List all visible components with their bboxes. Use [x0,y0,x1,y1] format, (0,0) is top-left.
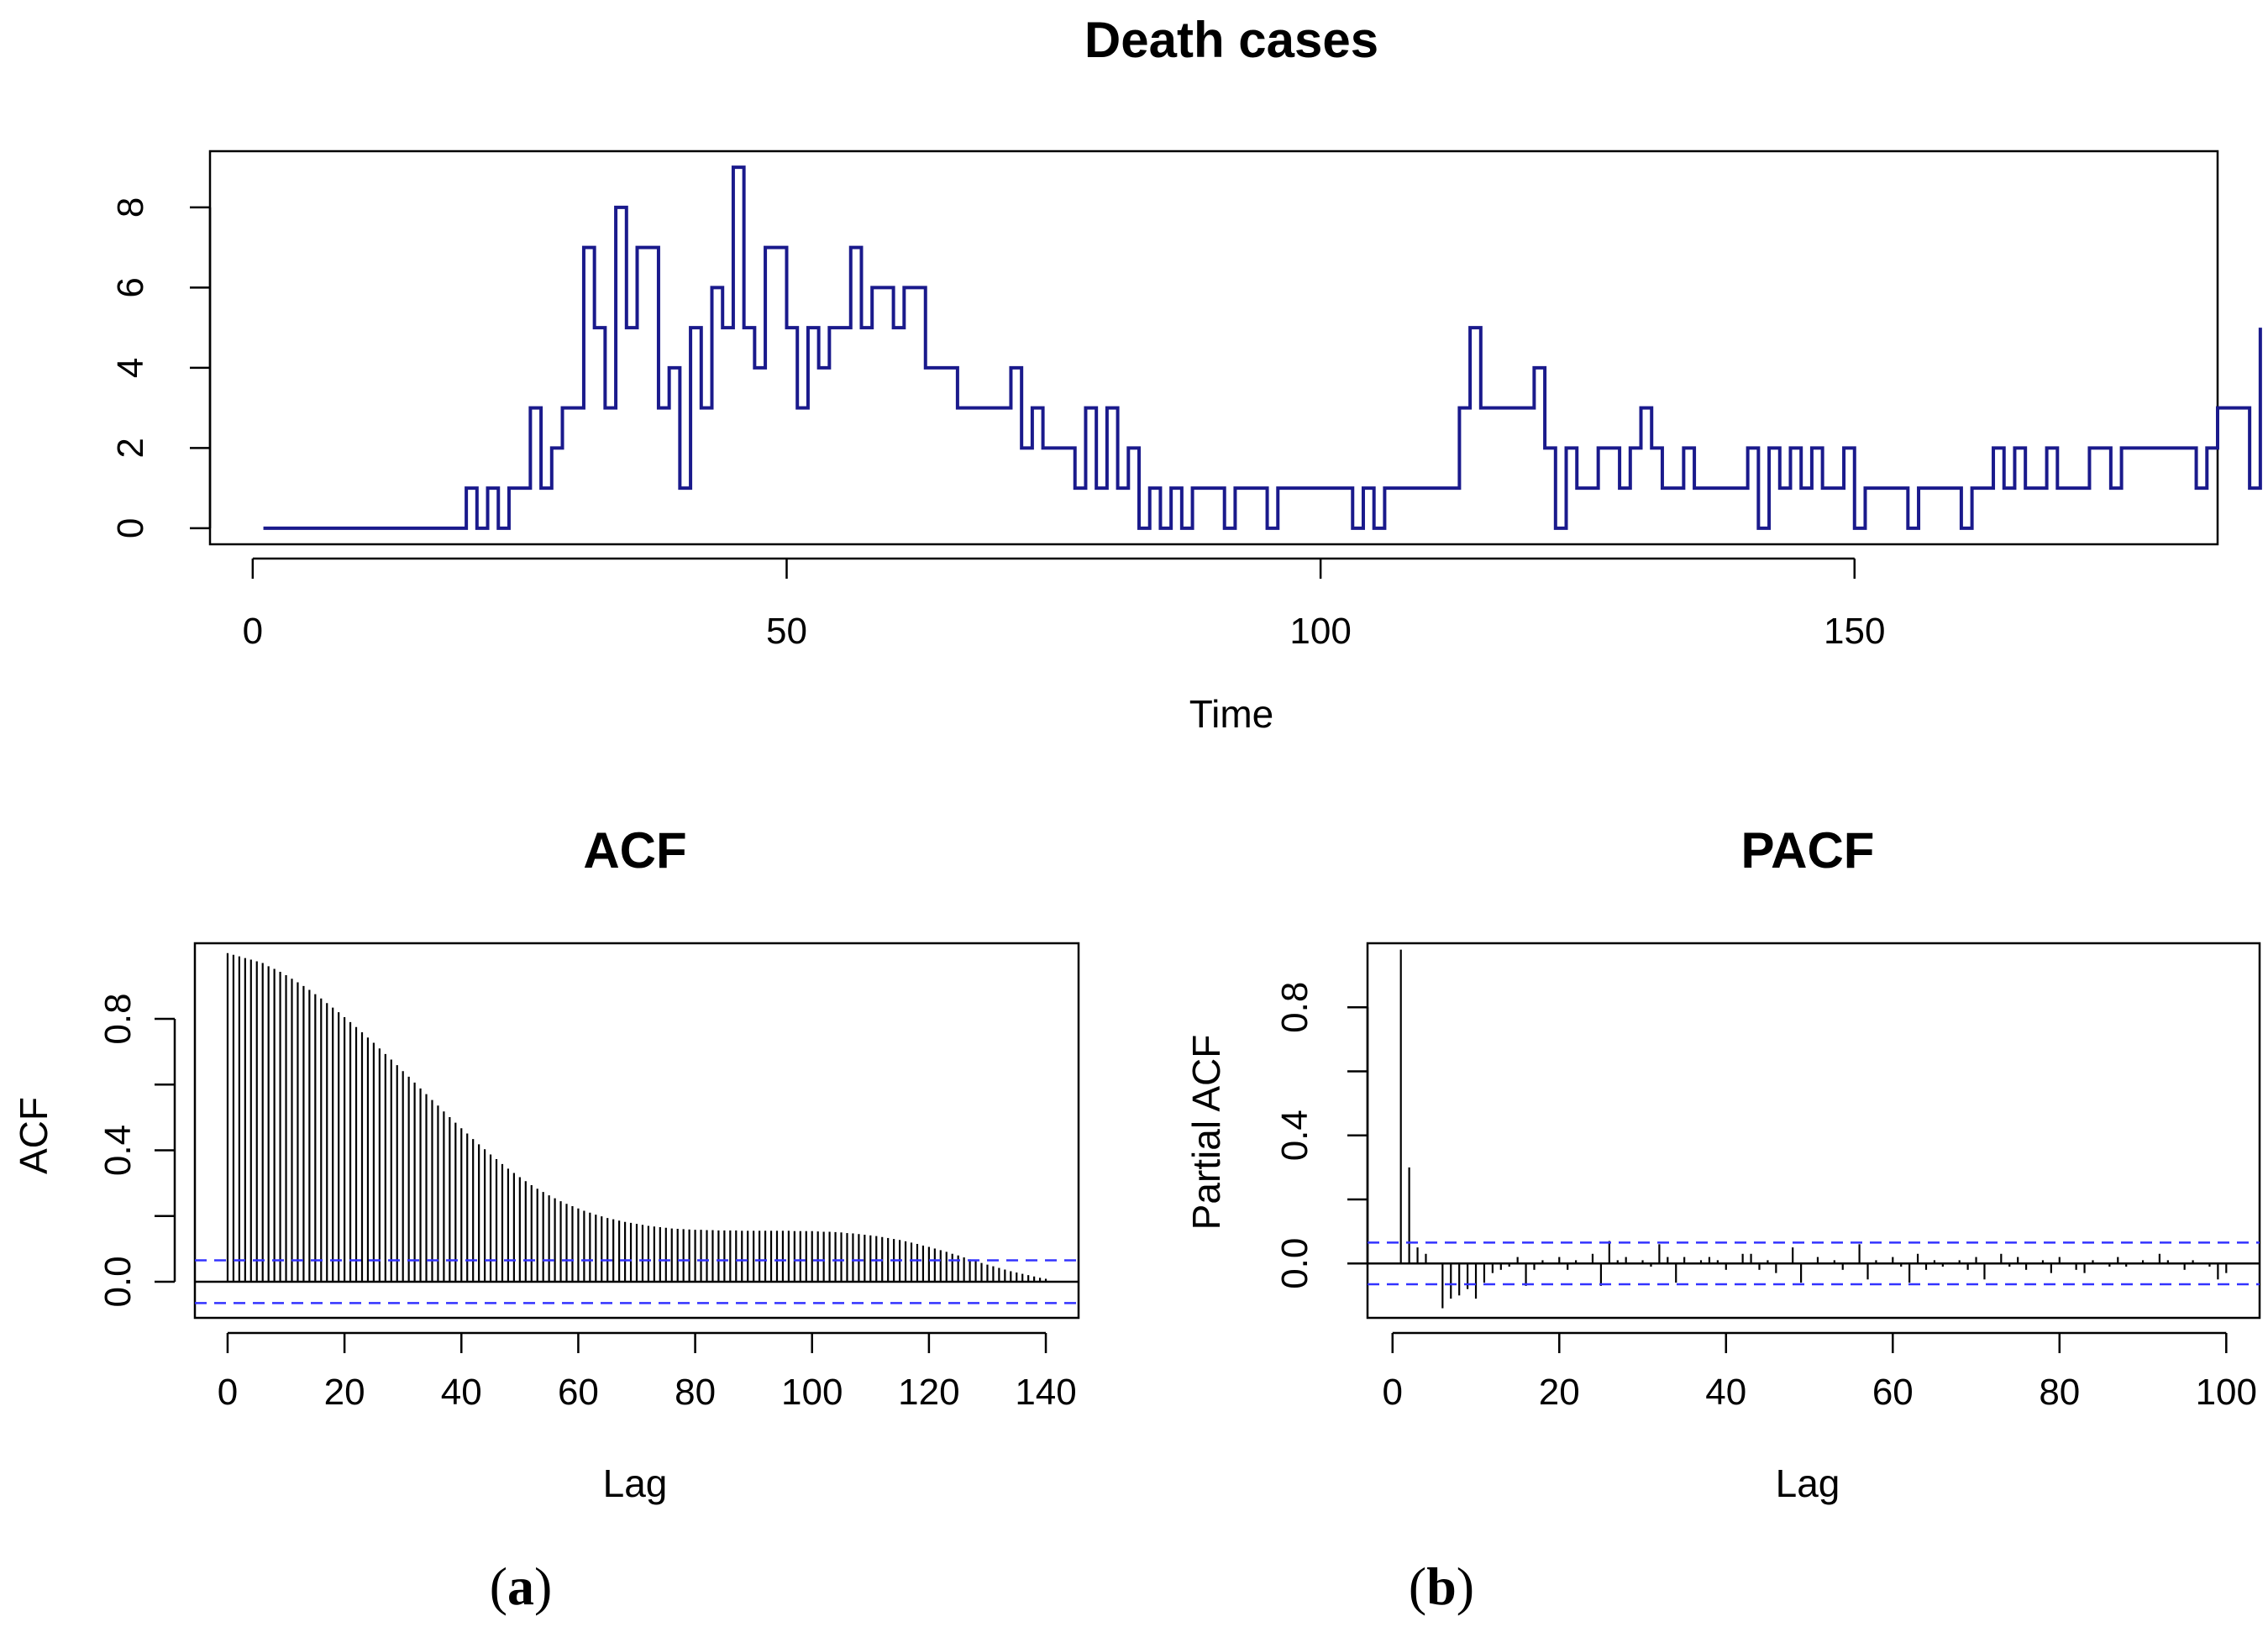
x-tick-label: 40 [441,1372,482,1413]
x-axis-label: Lag [603,1461,668,1505]
chart-pacf: PACF 0.0 0.4 0.8 0 20 40 60 80 100 Lag Partial … [1184,822,2261,1505]
x-axis: 0 20 40 60 80 100 [1383,1331,2257,1413]
y-axis: 0.0 0.4 0.8 [97,993,176,1308]
x-tick-label: 120 [898,1372,959,1413]
y-tick-label: 0.4 [1274,1110,1315,1161]
plot-frame [208,150,2219,546]
x-tick-label: 0 [1383,1372,1403,1413]
y-tick-label: 0.4 [97,1125,139,1176]
x-tick-label: 20 [324,1372,365,1413]
x-tick-label: 0 [243,611,263,652]
x-axis: 0 50 100 150 [243,557,1885,652]
x-tick-label: 40 [1705,1372,1746,1413]
x-tick-label: 20 [1539,1372,1580,1413]
y-tick-label: 0.0 [1274,1238,1315,1289]
x-axis-label: Time [1189,692,1274,736]
y-tick-label: 6 [110,277,151,297]
panel-letter-a: a [507,1556,534,1616]
chart-title: Death cases [1084,12,1378,68]
x-tick-label: 60 [558,1372,599,1413]
y-tick-label: 0.8 [1274,982,1315,1033]
x-tick-label: 100 [1289,611,1351,652]
y-axis: 0.0 0.4 0.8 [1274,982,1369,1289]
bars [1399,949,2228,1309]
chart-death-cases: Death cases 0 2 4 6 8 0 50 100 150 Time [110,12,2262,736]
y-axis: 0 2 4 6 8 [110,197,212,538]
x-tick-label: 50 [766,611,807,652]
bars [226,952,1047,1282]
x-tick-label: 140 [1015,1372,1076,1413]
y-tick-label: 4 [110,358,151,378]
panel-label-a: (a) [490,1556,553,1616]
chart-title: ACF [583,822,686,879]
series-line [263,165,2262,530]
x-tick-label: 150 [1824,611,1885,652]
y-tick-label: 2 [110,438,151,458]
y-tick-label: 0.0 [97,1256,139,1307]
plot-frame [193,942,1080,1320]
plot-frame [1366,942,2261,1320]
y-axis-label: Partial ACF [1184,1035,1228,1231]
x-axis-label: Lag [1776,1461,1840,1505]
y-tick-label: 0 [110,518,151,538]
x-axis: 0 20 40 60 80 100 120 140 [218,1331,1077,1413]
panel-label-b: (b) [1409,1556,1474,1616]
chart-title: PACF [1741,822,1875,879]
y-tick-label: 0.8 [97,993,139,1044]
x-tick-label: 80 [2039,1372,2080,1413]
x-tick-label: 100 [781,1372,843,1413]
y-axis-label: ACF [12,1097,55,1174]
x-tick-label: 0 [218,1372,238,1413]
panel-letter-b: b [1426,1556,1457,1616]
x-tick-label: 60 [1872,1372,1914,1413]
x-tick-label: 100 [2196,1372,2257,1413]
x-tick-label: 80 [675,1372,716,1413]
y-tick-label: 8 [110,197,151,218]
chart-acf: ACF 0.0 0.4 0.8 0 20 40 60 80 100 120 140 Lag ACF [12,822,1080,1505]
